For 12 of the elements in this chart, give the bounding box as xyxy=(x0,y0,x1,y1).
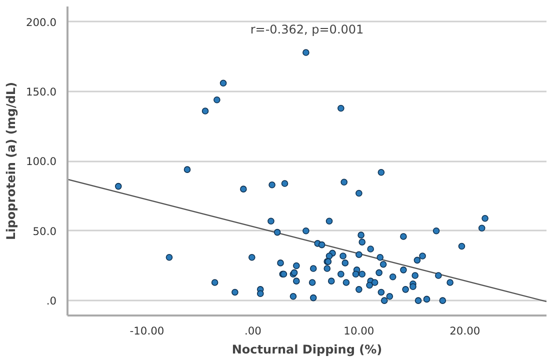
x-tick-label: 10.00 xyxy=(344,324,374,338)
y-tick-label: 100.0 xyxy=(26,155,57,168)
y-tick-label: 200.0 xyxy=(26,16,57,29)
x-tick-label: 20.00 xyxy=(450,324,480,338)
y-axis-title: Lipoprotein (a) (mg/dL) xyxy=(4,82,18,240)
y-tick-label: .0 xyxy=(46,294,57,308)
annotation: r=-0.362, p=0.001 xyxy=(250,22,364,36)
x-tick-label: -10.00 xyxy=(130,324,164,338)
y-tick-label: 50.0 xyxy=(32,224,57,238)
x-tick-label: .00 xyxy=(244,324,262,338)
y-tick-label: 150.0 xyxy=(26,86,57,99)
x-axis-title: Nocturnal Dipping (%) xyxy=(232,342,382,356)
